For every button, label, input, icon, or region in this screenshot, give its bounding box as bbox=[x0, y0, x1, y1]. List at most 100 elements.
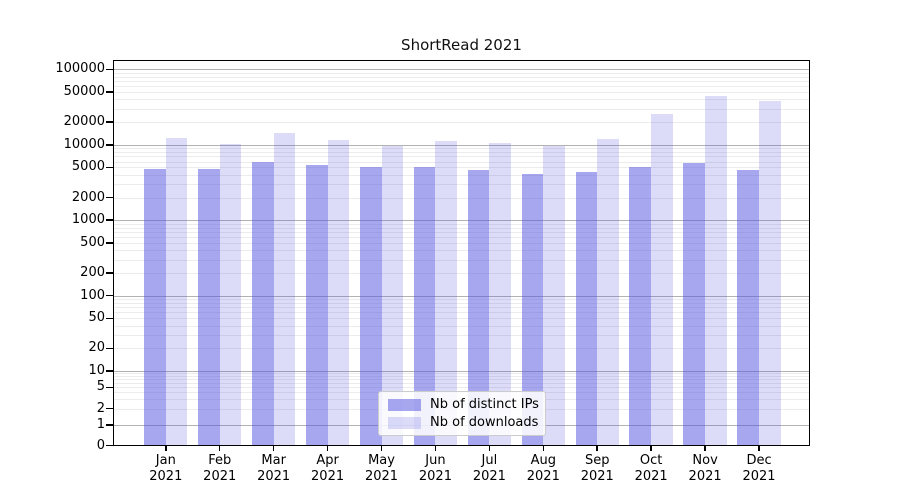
minor-gridline bbox=[113, 227, 810, 229]
minor-gridline bbox=[113, 379, 810, 381]
y-tick bbox=[106, 196, 113, 199]
legend-item-distinct-ips: Nb of distinct IPs bbox=[388, 397, 545, 412]
minor-gridline bbox=[113, 250, 810, 252]
x-tick bbox=[434, 445, 437, 451]
minor-gridline bbox=[113, 81, 810, 83]
minor-gridline bbox=[113, 148, 810, 150]
x-tick-year: 2021 bbox=[418, 469, 452, 484]
bar-downloads bbox=[327, 140, 350, 446]
x-tick-label: Oct 2021 bbox=[621, 453, 681, 485]
bar-downloads bbox=[381, 146, 404, 446]
y-tick bbox=[106, 68, 113, 71]
x-tick-month: Jan bbox=[155, 453, 176, 468]
bar-distinct-ips bbox=[575, 172, 598, 446]
minor-gridline bbox=[113, 373, 810, 375]
minor-gridline bbox=[113, 184, 810, 186]
minor-gridline bbox=[113, 167, 810, 169]
x-tick-month: Sep bbox=[584, 453, 610, 468]
x-tick-year: 2021 bbox=[742, 469, 776, 484]
x-tick bbox=[650, 445, 652, 451]
bar-downloads bbox=[759, 101, 781, 446]
y-tick bbox=[106, 407, 113, 410]
y-tick-label: 100000 bbox=[55, 61, 105, 77]
minor-gridline bbox=[113, 236, 810, 238]
y-tick-label: 200 bbox=[80, 264, 105, 280]
y-tick bbox=[106, 121, 113, 123]
x-tick bbox=[542, 445, 545, 451]
minor-gridline bbox=[113, 108, 810, 110]
minor-gridline bbox=[113, 325, 810, 327]
x-tick-label: Jul 2021 bbox=[459, 453, 519, 485]
x-tick-label: Aug 2021 bbox=[513, 453, 573, 485]
x-tick-month: Jun bbox=[425, 453, 446, 468]
minor-gridline bbox=[113, 156, 810, 158]
y-tick bbox=[106, 424, 113, 426]
bar-downloads bbox=[219, 143, 242, 446]
y-tick bbox=[106, 242, 113, 244]
major-gridline bbox=[113, 69, 810, 71]
minor-gridline bbox=[113, 307, 810, 309]
bar-downloads bbox=[597, 139, 619, 446]
x-tick-label: Feb 2021 bbox=[190, 453, 250, 485]
bar-distinct-ips bbox=[359, 166, 382, 446]
x-tick bbox=[380, 445, 383, 451]
minor-gridline bbox=[113, 348, 810, 350]
bar-downloads bbox=[543, 146, 565, 446]
bar-distinct-ips bbox=[305, 164, 328, 446]
x-tick-month: Apr bbox=[316, 453, 339, 468]
bar-downloads bbox=[705, 95, 727, 446]
y-tick-label: 0 bbox=[96, 437, 105, 453]
minor-gridline bbox=[113, 272, 810, 274]
bar-distinct-ips bbox=[251, 162, 274, 446]
y-tick bbox=[106, 386, 113, 388]
minor-gridline bbox=[113, 223, 810, 225]
major-gridline bbox=[113, 371, 810, 372]
minor-gridline bbox=[113, 302, 810, 304]
y-tick-label: 50 bbox=[88, 310, 105, 326]
y-tick-label: 10 bbox=[88, 363, 105, 378]
bar-downloads bbox=[651, 113, 673, 446]
y-tick-label: 500 bbox=[80, 234, 105, 250]
minor-gridline bbox=[113, 174, 810, 176]
minor-gridline bbox=[113, 72, 810, 74]
minor-gridline bbox=[113, 387, 810, 389]
x-tick-month: Jul bbox=[481, 453, 498, 468]
minor-gridline bbox=[113, 318, 810, 320]
minor-gridline bbox=[113, 86, 810, 88]
x-tick-label: Jun 2021 bbox=[405, 453, 465, 485]
bar-distinct-ips bbox=[144, 168, 166, 446]
x-tick-year: 2021 bbox=[364, 469, 399, 484]
x-tick-label: Nov 2021 bbox=[675, 453, 735, 485]
minor-gridline bbox=[113, 242, 810, 244]
bar-downloads bbox=[435, 141, 458, 446]
x-tick-month: Dec bbox=[746, 453, 772, 468]
legend: Nb of distinct IPs Nb of downloads bbox=[378, 391, 546, 436]
legend-item-downloads: Nb of downloads bbox=[388, 415, 545, 430]
plot-area bbox=[113, 60, 810, 446]
major-gridline bbox=[113, 220, 810, 222]
y-tick bbox=[106, 144, 113, 146]
y-tick bbox=[106, 370, 113, 372]
x-tick bbox=[596, 445, 598, 451]
bar-distinct-ips bbox=[413, 166, 436, 446]
y-tick-label: 2 bbox=[96, 400, 105, 416]
bar-downloads bbox=[165, 138, 188, 446]
x-tick-month: Nov bbox=[692, 453, 718, 468]
x-tick bbox=[704, 445, 706, 451]
x-tick bbox=[758, 445, 760, 451]
y-tick bbox=[106, 91, 113, 93]
major-gridline bbox=[113, 295, 810, 297]
y-tick-label: 1 bbox=[96, 417, 105, 432]
y-tick-label: 50000 bbox=[63, 84, 105, 100]
y-tick bbox=[106, 294, 113, 297]
minor-gridline bbox=[113, 299, 810, 301]
minor-gridline bbox=[113, 92, 810, 94]
x-tick-year: 2021 bbox=[472, 469, 506, 484]
x-tick-year: 2021 bbox=[580, 469, 614, 484]
y-tick bbox=[106, 272, 113, 274]
bar-distinct-ips bbox=[683, 162, 706, 446]
x-tick-month: May bbox=[368, 453, 395, 468]
x-tick bbox=[272, 445, 275, 451]
x-tick bbox=[218, 445, 221, 451]
